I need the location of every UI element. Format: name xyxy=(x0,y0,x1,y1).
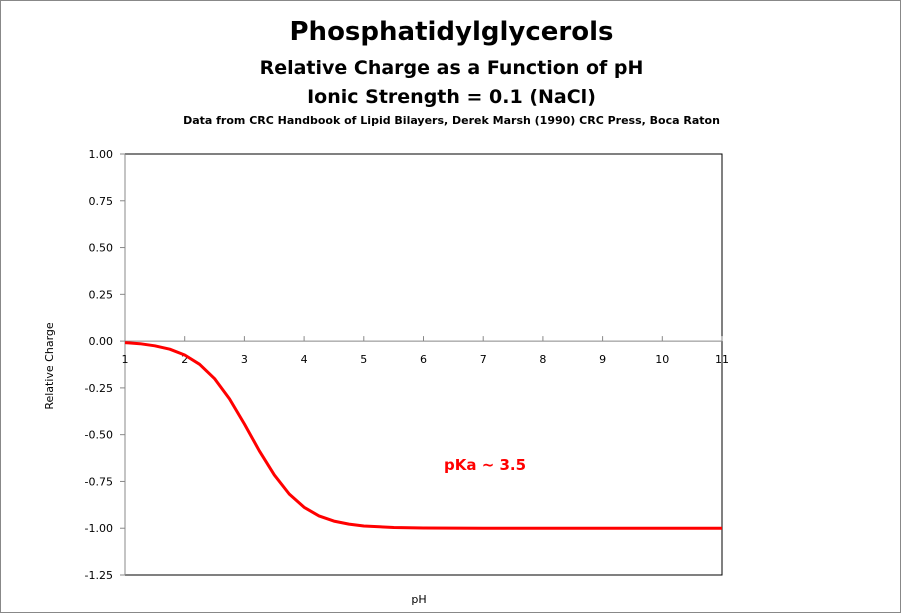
y-tick-label: 0.50 xyxy=(89,242,114,255)
x-axis-label: pH xyxy=(411,593,426,606)
y-tick-label: 0.25 xyxy=(89,288,114,301)
y-tick-label: 1.00 xyxy=(89,148,114,161)
chart-subtitle-2: Ionic Strength = 0.1 (NaCl) xyxy=(307,86,596,108)
pka-annotation: pKa ~ 3.5 xyxy=(444,456,527,474)
y-tick-label: -0.50 xyxy=(85,429,113,442)
x-tick-label: 9 xyxy=(599,353,606,366)
x-tick-label: 3 xyxy=(241,353,248,366)
x-tick-label: 7 xyxy=(480,353,487,366)
chart-subtitle-1: Relative Charge as a Function of pH xyxy=(259,57,644,79)
x-tick-label: 8 xyxy=(539,353,546,366)
x-tick-label: 1 xyxy=(122,353,129,366)
y-tick-label: -0.25 xyxy=(85,382,113,395)
x-tick-label: 2 xyxy=(181,353,188,366)
y-axis-label: Relative Charge xyxy=(43,322,56,410)
chart-title: Phosphatidylglycerols xyxy=(289,17,614,47)
y-tick-label: 0.75 xyxy=(89,195,114,208)
x-tick-label: 10 xyxy=(655,353,669,366)
x-tick-label: 6 xyxy=(420,353,427,366)
chart-source: Data from CRC Handbook of Lipid Bilayers… xyxy=(183,114,720,127)
x-tick-label: 11 xyxy=(715,353,729,366)
y-tick-label: -1.00 xyxy=(85,522,113,535)
charge-curve xyxy=(124,341,722,530)
x-tick-label: 4 xyxy=(301,353,308,366)
y-tick-label: -1.25 xyxy=(85,569,113,582)
y-tick-label: 0.00 xyxy=(89,335,114,348)
x-tick-label: 5 xyxy=(360,353,367,366)
y-tick-label: -0.75 xyxy=(85,475,113,488)
